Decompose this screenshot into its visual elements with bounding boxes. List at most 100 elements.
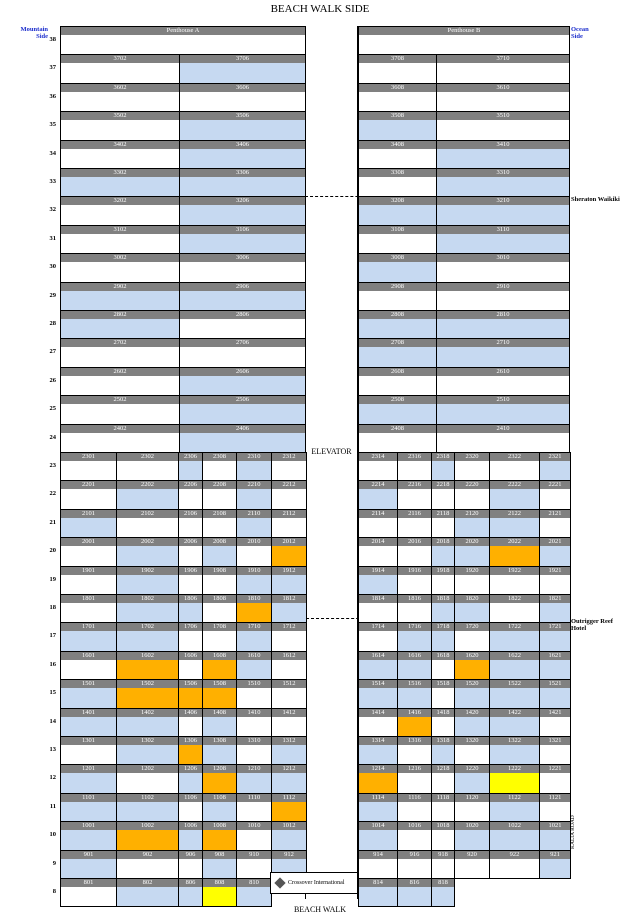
unit-cell[interactable]: 1408 [202, 707, 237, 737]
unit-cell[interactable]: 1008 [202, 821, 237, 851]
unit-cell[interactable]: 1520 [454, 679, 490, 709]
unit-cell[interactable]: 2118 [431, 508, 455, 539]
unit-cell[interactable]: 1014 [358, 821, 398, 851]
unit-cell[interactable]: 1122 [489, 792, 540, 823]
unit-cell[interactable]: 1112 [271, 792, 307, 823]
unit-cell[interactable]: 2510 [436, 395, 570, 425]
unit-cell[interactable]: 1710 [236, 622, 272, 652]
unit-cell[interactable]: 2402 [60, 423, 180, 453]
unit-cell[interactable]: 2301 [60, 452, 117, 482]
unit-cell[interactable]: 1414 [358, 707, 398, 737]
unit-cell[interactable]: 1510 [236, 679, 272, 709]
unit-cell[interactable]: 808 [202, 878, 237, 908]
unit-cell[interactable]: 1718 [431, 622, 455, 652]
unit-cell[interactable]: 1010 [236, 821, 272, 851]
unit-cell[interactable]: 1020 [454, 821, 490, 851]
unit-cell[interactable]: 2606 [179, 366, 306, 397]
unit-cell[interactable]: 1922 [489, 565, 540, 595]
unit-cell[interactable]: 3502 [60, 111, 180, 141]
unit-cell[interactable]: 2410 [436, 423, 570, 453]
unit-cell[interactable]: 1821 [539, 594, 571, 624]
unit-cell[interactable]: 1018 [431, 821, 455, 851]
unit-cell[interactable]: 801 [60, 878, 117, 908]
unit-cell[interactable]: 1706 [178, 622, 203, 652]
unit-cell[interactable]: 3002 [60, 253, 180, 283]
unit-cell[interactable]: 1106 [178, 792, 203, 823]
unit-cell[interactable]: 1402 [116, 707, 179, 737]
unit-cell[interactable]: 2910 [436, 281, 570, 311]
unit-cell[interactable]: 1420 [454, 707, 490, 737]
unit-cell[interactable]: 816 [397, 878, 432, 908]
unit-cell[interactable]: 1016 [397, 821, 432, 851]
unit-cell[interactable]: 1208 [202, 764, 237, 794]
unit-cell[interactable]: 1202 [116, 764, 179, 794]
unit-cell[interactable]: 806 [178, 878, 203, 908]
unit-cell[interactable]: 2201 [60, 480, 117, 510]
unit-cell[interactable]: 2216 [397, 480, 432, 510]
unit-cell[interactable]: Penthouse B [358, 26, 570, 56]
unit-cell[interactable]: 1110 [236, 792, 272, 823]
unit-cell[interactable]: 1021 [539, 821, 571, 851]
unit-cell[interactable]: 2310 [236, 452, 272, 482]
unit-cell[interactable]: 1908 [202, 565, 237, 595]
unit-cell[interactable]: 1108 [202, 792, 237, 823]
unit-cell[interactable]: 1822 [489, 594, 540, 624]
unit-cell[interactable]: 818 [431, 878, 455, 908]
unit-cell[interactable]: 1814 [358, 594, 398, 624]
unit-cell[interactable]: 3208 [358, 196, 437, 226]
unit-cell[interactable]: 2302 [116, 452, 179, 482]
unit-cell[interactable]: 1120 [454, 792, 490, 823]
unit-cell[interactable]: 1422 [489, 707, 540, 737]
unit-cell[interactable]: 1516 [397, 679, 432, 709]
unit-cell[interactable]: 910 [236, 849, 272, 879]
unit-cell[interactable]: 2221 [539, 480, 571, 510]
unit-cell[interactable]: 1118 [431, 792, 455, 823]
unit-cell[interactable]: 2802 [60, 310, 180, 340]
unit-cell[interactable]: 1708 [202, 622, 237, 652]
unit-cell[interactable]: 3308 [358, 168, 437, 198]
unit-cell[interactable]: 902 [116, 849, 179, 879]
unit-cell[interactable]: 1712 [271, 622, 307, 652]
unit-cell[interactable]: 1906 [178, 565, 203, 595]
unit-cell[interactable]: 1716 [397, 622, 432, 652]
unit-cell[interactable]: 1920 [454, 565, 490, 595]
unit-cell[interactable]: 3602 [60, 82, 180, 113]
unit-cell[interactable]: 3108 [358, 224, 437, 255]
unit-cell[interactable]: 1902 [116, 565, 179, 595]
unit-cell[interactable]: 1406 [178, 707, 203, 737]
unit-cell[interactable]: 1314 [358, 736, 398, 766]
unit-cell[interactable]: 1818 [431, 594, 455, 624]
unit-cell[interactable]: 810 [236, 878, 272, 908]
unit-cell[interactable]: 2020 [454, 537, 490, 567]
unit-cell[interactable]: 3706 [179, 54, 306, 84]
unit-cell[interactable]: 1221 [539, 764, 571, 794]
unit-cell[interactable]: 1720 [454, 622, 490, 652]
unit-cell[interactable]: 3402 [60, 139, 180, 169]
unit-cell[interactable]: 1506 [178, 679, 203, 709]
unit-cell[interactable]: 1610 [236, 650, 272, 681]
unit-cell[interactable]: 1701 [60, 622, 117, 652]
unit-cell[interactable]: 1412 [271, 707, 307, 737]
unit-cell[interactable]: Penthouse A [60, 26, 306, 56]
unit-cell[interactable]: 2014 [358, 537, 398, 567]
unit-cell[interactable]: 2122 [489, 508, 540, 539]
unit-cell[interactable]: 3506 [179, 111, 306, 141]
unit-cell[interactable]: 3210 [436, 196, 570, 226]
unit-cell[interactable]: 1502 [116, 679, 179, 709]
unit-cell[interactable]: 2006 [178, 537, 203, 567]
unit-cell[interactable]: 1612 [271, 650, 307, 681]
unit-cell[interactable]: 2120 [454, 508, 490, 539]
unit-cell[interactable]: 3710 [436, 54, 570, 84]
unit-cell[interactable]: 1501 [60, 679, 117, 709]
unit-cell[interactable]: 1518 [431, 679, 455, 709]
unit-cell[interactable]: 2308 [202, 452, 237, 482]
unit-cell[interactable]: 2016 [397, 537, 432, 567]
unit-cell[interactable]: 1914 [358, 565, 398, 595]
unit-cell[interactable]: 3408 [358, 139, 437, 169]
unit-cell[interactable]: 3702 [60, 54, 180, 84]
unit-cell[interactable]: 1201 [60, 764, 117, 794]
unit-cell[interactable]: 1816 [397, 594, 432, 624]
unit-cell[interactable]: 2320 [454, 452, 490, 482]
unit-cell[interactable]: 2306 [178, 452, 203, 482]
unit-cell[interactable]: 2608 [358, 366, 437, 397]
